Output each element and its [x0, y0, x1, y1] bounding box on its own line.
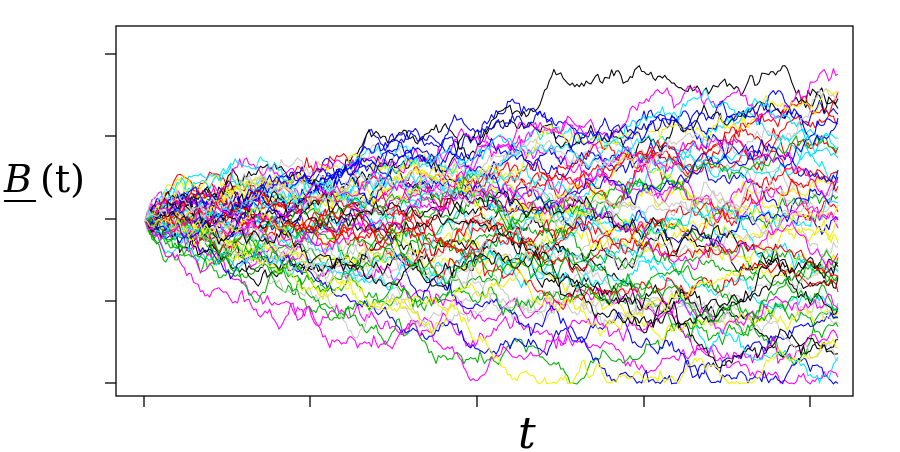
sample-path-line: [144, 205, 839, 337]
x-axis-label: t: [518, 408, 536, 452]
sample-path-line: [144, 110, 839, 242]
sample-path-line: [144, 189, 839, 278]
sample-path-line: [144, 189, 839, 283]
sample-path-line: [144, 65, 839, 238]
x-axis-ticks: [143, 396, 811, 407]
sample-path-line: [144, 98, 839, 236]
sample-path-line: [145, 207, 839, 385]
sample-path-line: [144, 217, 839, 364]
sample-path-line: [144, 152, 839, 222]
sample-path-line: [144, 163, 839, 236]
sample-path-line: [144, 210, 839, 329]
sample-path-line: [144, 190, 839, 290]
sample-path-line: [144, 120, 839, 256]
y-axis-label-argument: (t): [40, 157, 85, 201]
sample-path-line: [144, 89, 839, 239]
sample-paths-group: [144, 65, 839, 385]
sample-path-line: [144, 208, 839, 288]
sample-path-line: [144, 169, 839, 271]
sample-path-line: [144, 88, 839, 242]
plot-frame: [115, 25, 854, 397]
sample-path-line: [144, 156, 839, 312]
sample-path-line: [144, 220, 839, 382]
sample-path-line: [144, 205, 839, 286]
y-axis-ticks: [105, 53, 116, 384]
y-axis-label: B (t): [3, 157, 85, 202]
sample-path-line: [144, 189, 839, 311]
sample-path-line: [144, 87, 839, 222]
sample-path-line: [144, 216, 839, 337]
y-axis-label-symbol: B: [3, 157, 32, 201]
sample-path-line: [144, 220, 839, 321]
